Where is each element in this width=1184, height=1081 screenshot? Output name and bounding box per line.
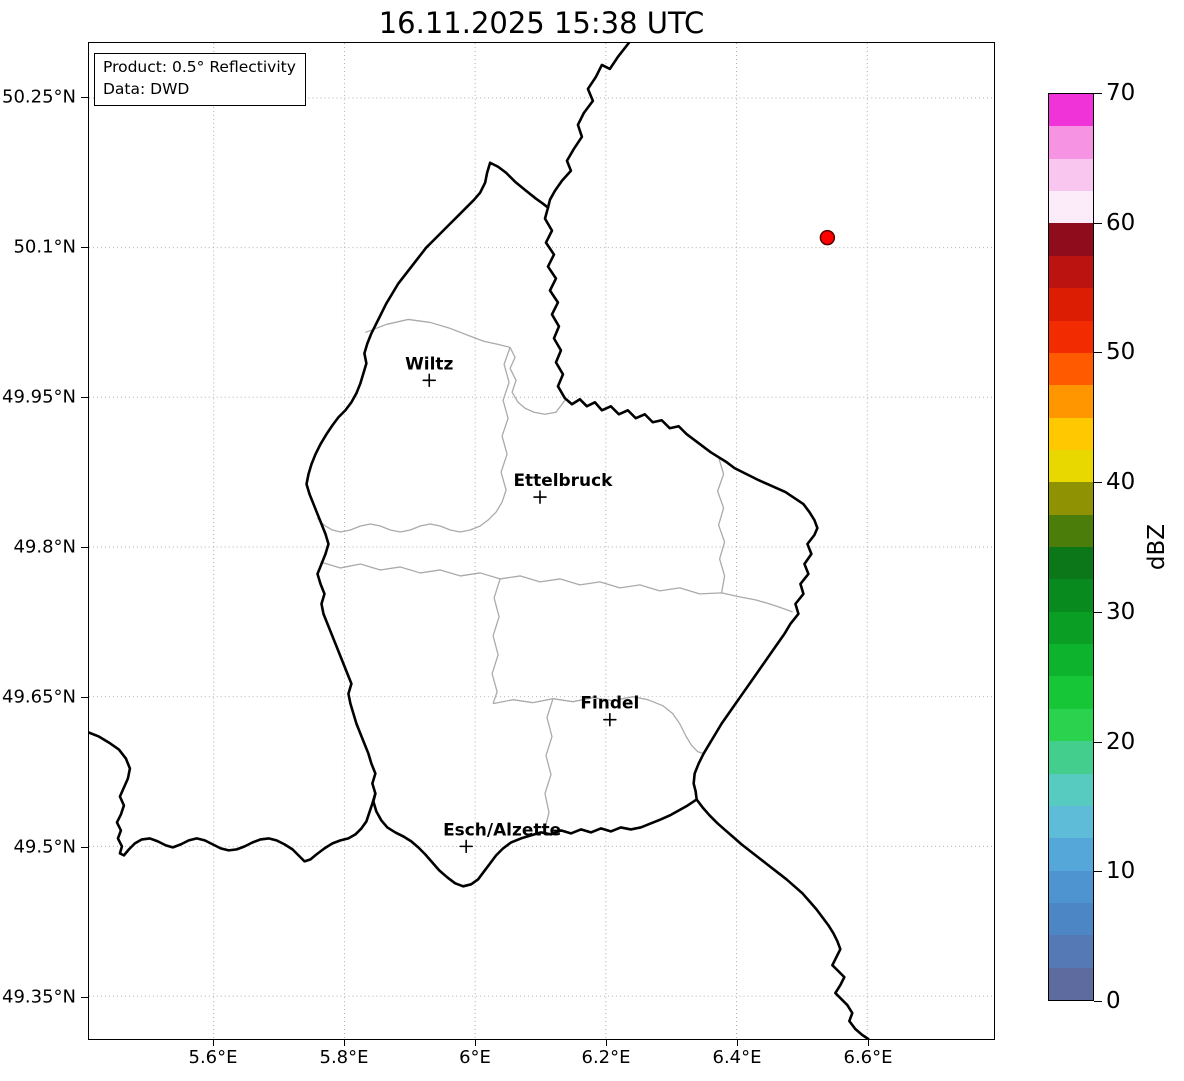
y-axis-tick-label: 49.8°N <box>13 536 76 558</box>
x-axis-tick <box>475 1040 476 1046</box>
colorbar-segment <box>1049 644 1093 677</box>
x-axis-tick-label: 6.4°E <box>712 1047 762 1068</box>
border-southwest-extension <box>89 731 377 863</box>
city-findel: Findel <box>580 693 639 727</box>
x-axis-tick-label: 6°E <box>459 1047 491 1068</box>
graticule-gridlines <box>89 43 994 1039</box>
colorbar-segment <box>1049 611 1093 645</box>
colorbar-tick <box>1094 871 1102 873</box>
y-axis-tick <box>81 847 88 848</box>
colorbar-segment <box>1049 773 1093 806</box>
y-axis-tick-label: 50.1°N <box>13 236 76 258</box>
border-north-extension <box>546 43 631 209</box>
colorbar-segment <box>1049 967 1093 1001</box>
y-axis-tick-label: 49.95°N <box>2 386 76 408</box>
city-marker-icon <box>603 712 617 727</box>
colorbar-tick <box>1094 482 1102 484</box>
city-label: Wiltz <box>405 353 453 373</box>
x-axis-tick-label: 6.6°E <box>843 1047 893 1068</box>
colorbar-tick <box>1094 352 1102 354</box>
x-axis-tick <box>737 1040 738 1046</box>
colorbar-segment <box>1049 255 1093 289</box>
data-source-line: Data: DWD <box>103 79 190 98</box>
city-marker-icon <box>459 839 473 854</box>
colorbar-tick-label: 70 <box>1106 80 1136 106</box>
colorbar-tick-label: 50 <box>1106 339 1136 366</box>
colorbar-tick-label: 60 <box>1106 209 1136 236</box>
colorbar-segment <box>1049 579 1093 612</box>
city-esch-alzette: Esch/Alzette <box>443 819 561 854</box>
colorbar-tick-label: 10 <box>1106 858 1136 885</box>
colorbar-segment <box>1049 741 1093 774</box>
colorbar-segment <box>1049 870 1093 903</box>
y-axis-tick-label: 50.25°N <box>2 86 76 108</box>
y-axis-tick-label: 49.35°N <box>2 986 76 1008</box>
colorbar-segment <box>1049 514 1093 548</box>
product-info-box: Product: 0.5° Reflectivity Data: DWD <box>94 53 306 107</box>
colorbar-segment <box>1049 191 1093 224</box>
city-label: Ettelbruck <box>513 470 613 490</box>
colorbar-tick-label: 20 <box>1106 728 1136 755</box>
x-axis-tick <box>606 1040 607 1046</box>
y-axis-tick <box>81 247 88 248</box>
city-marker-icon <box>533 490 547 504</box>
colorbar-tick <box>1094 611 1102 613</box>
colorbar-segment <box>1049 547 1093 580</box>
colorbar-segment <box>1049 288 1093 321</box>
y-axis-tick <box>81 97 88 98</box>
colorbar-segment <box>1049 126 1093 159</box>
colorbar <box>1048 93 1094 1001</box>
colorbar-tick-label: 0 <box>1106 988 1121 1014</box>
city-marker-icon <box>422 373 437 388</box>
colorbar-segment <box>1049 805 1093 839</box>
colorbar-segment <box>1049 158 1093 192</box>
district-borders <box>316 318 793 829</box>
colorbar-segment <box>1049 482 1093 515</box>
y-axis-tick <box>81 397 88 398</box>
colorbar-tick-label: 30 <box>1106 598 1136 625</box>
colorbar-segment <box>1049 94 1093 127</box>
x-axis-tick <box>213 1040 214 1046</box>
y-axis-tick-label: 49.65°N <box>2 686 76 708</box>
y-axis-tick <box>81 997 88 998</box>
colorbar-segment <box>1049 223 1093 256</box>
colorbar-tick <box>1094 222 1102 224</box>
colorbar-tick <box>1094 741 1102 743</box>
radar-site-dot <box>819 229 836 246</box>
map-canvas: Wiltz Ettelbruck Findel Esch/Alzette <box>89 43 994 1039</box>
x-axis-tick-label: 6.2°E <box>581 1047 631 1068</box>
x-axis-tick <box>868 1040 869 1046</box>
city-wiltz: Wiltz <box>405 353 454 388</box>
colorbar-segment <box>1049 320 1093 353</box>
colorbar-unit-label: dBZ <box>1144 523 1170 571</box>
figure-title: 16.11.2025 15:38 UTC <box>378 6 705 40</box>
y-axis-tick <box>81 697 88 698</box>
colorbar-segment <box>1049 352 1093 386</box>
x-axis-tick-label: 5.8°E <box>319 1047 369 1068</box>
colorbar-segment <box>1049 935 1093 968</box>
colorbar-segment <box>1049 449 1093 483</box>
colorbar-tick-label: 40 <box>1106 469 1136 496</box>
colorbar-segment <box>1049 676 1093 709</box>
city-ettelbruck: Ettelbruck <box>513 470 613 504</box>
y-axis-tick <box>81 547 88 548</box>
city-label: Findel <box>580 693 639 713</box>
colorbar-tick <box>1094 1001 1102 1002</box>
x-axis-tick <box>344 1040 345 1046</box>
luxembourg-border <box>305 161 819 888</box>
city-label: Esch/Alzette <box>443 819 561 839</box>
colorbar-segment <box>1049 708 1093 742</box>
x-axis-tick-label: 5.6°E <box>188 1047 238 1068</box>
colorbar-segment <box>1049 417 1093 450</box>
colorbar-segment <box>1049 902 1093 936</box>
product-line: Product: 0.5° Reflectivity <box>103 58 296 76</box>
colorbar-segment <box>1049 385 1093 418</box>
colorbar-segment <box>1049 838 1093 871</box>
y-axis-tick-label: 49.5°N <box>13 836 76 858</box>
map-plot: Wiltz Ettelbruck Findel Esch/Alzette Pro… <box>88 42 995 1040</box>
border-southeast-extension <box>695 798 870 1039</box>
colorbar-tick <box>1094 93 1102 94</box>
country-borders <box>89 43 870 1039</box>
